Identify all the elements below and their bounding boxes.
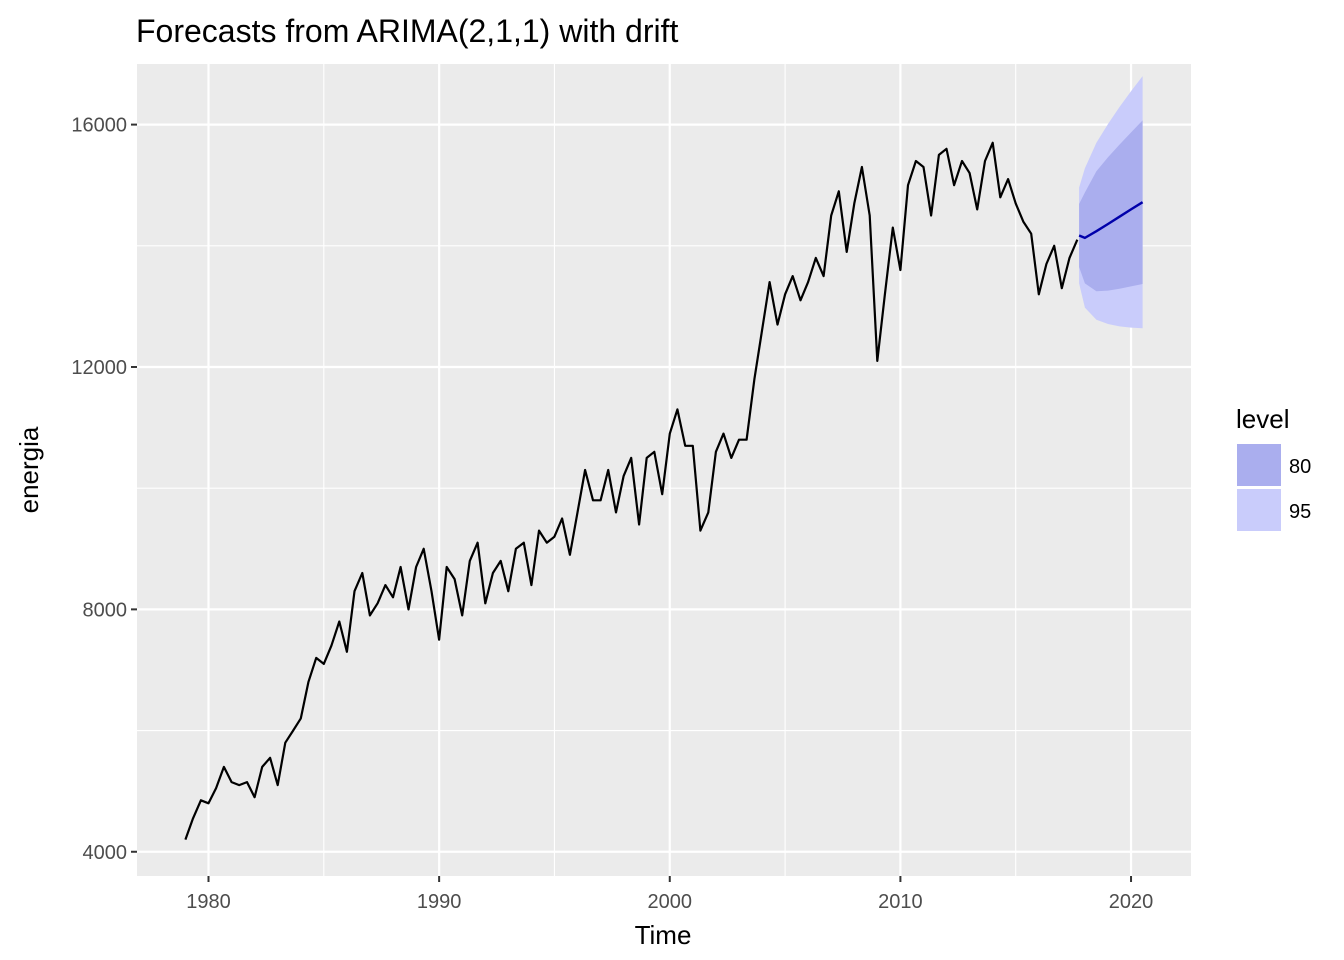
legend-key-95: [1237, 489, 1281, 531]
series-lines: [184, 141, 1144, 840]
band-80: [1079, 120, 1143, 292]
y-tick-label: 16000: [71, 115, 127, 137]
legend-label-80: 80: [1289, 456, 1311, 478]
forecast-mean-line: [1078, 201, 1144, 240]
x-tick-label: 2010: [878, 891, 923, 913]
y-axis: 4000 8000 12000 16000: [71, 115, 137, 864]
y-tick-label: 12000: [71, 357, 127, 379]
chart-title: Forecasts from ARIMA(2,1,1) with drift: [136, 13, 678, 49]
plot-panel: [137, 64, 1191, 876]
legend-label-95: 95: [1289, 501, 1311, 523]
prediction-intervals: [1079, 76, 1143, 329]
x-axis: 1980 1990 2000 2010 2020: [186, 876, 1153, 913]
legend: level 80 95: [1236, 404, 1311, 531]
x-tick-label: 2020: [1109, 891, 1154, 913]
x-tick-label: 2000: [648, 891, 693, 913]
x-tick-label: 1980: [186, 891, 231, 913]
x-axis-title: Time: [635, 920, 692, 950]
x-tick-label: 1990: [417, 891, 462, 913]
series-history-line: [184, 141, 1079, 840]
legend-key-80: [1237, 444, 1281, 486]
y-axis-title: energia: [14, 426, 44, 513]
y-tick-label: 8000: [83, 599, 128, 621]
legend-title: level: [1236, 404, 1289, 434]
y-tick-label: 4000: [83, 842, 128, 864]
